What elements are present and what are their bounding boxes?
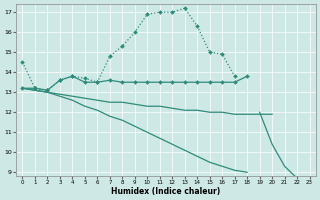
X-axis label: Humidex (Indice chaleur): Humidex (Indice chaleur) (111, 187, 221, 196)
